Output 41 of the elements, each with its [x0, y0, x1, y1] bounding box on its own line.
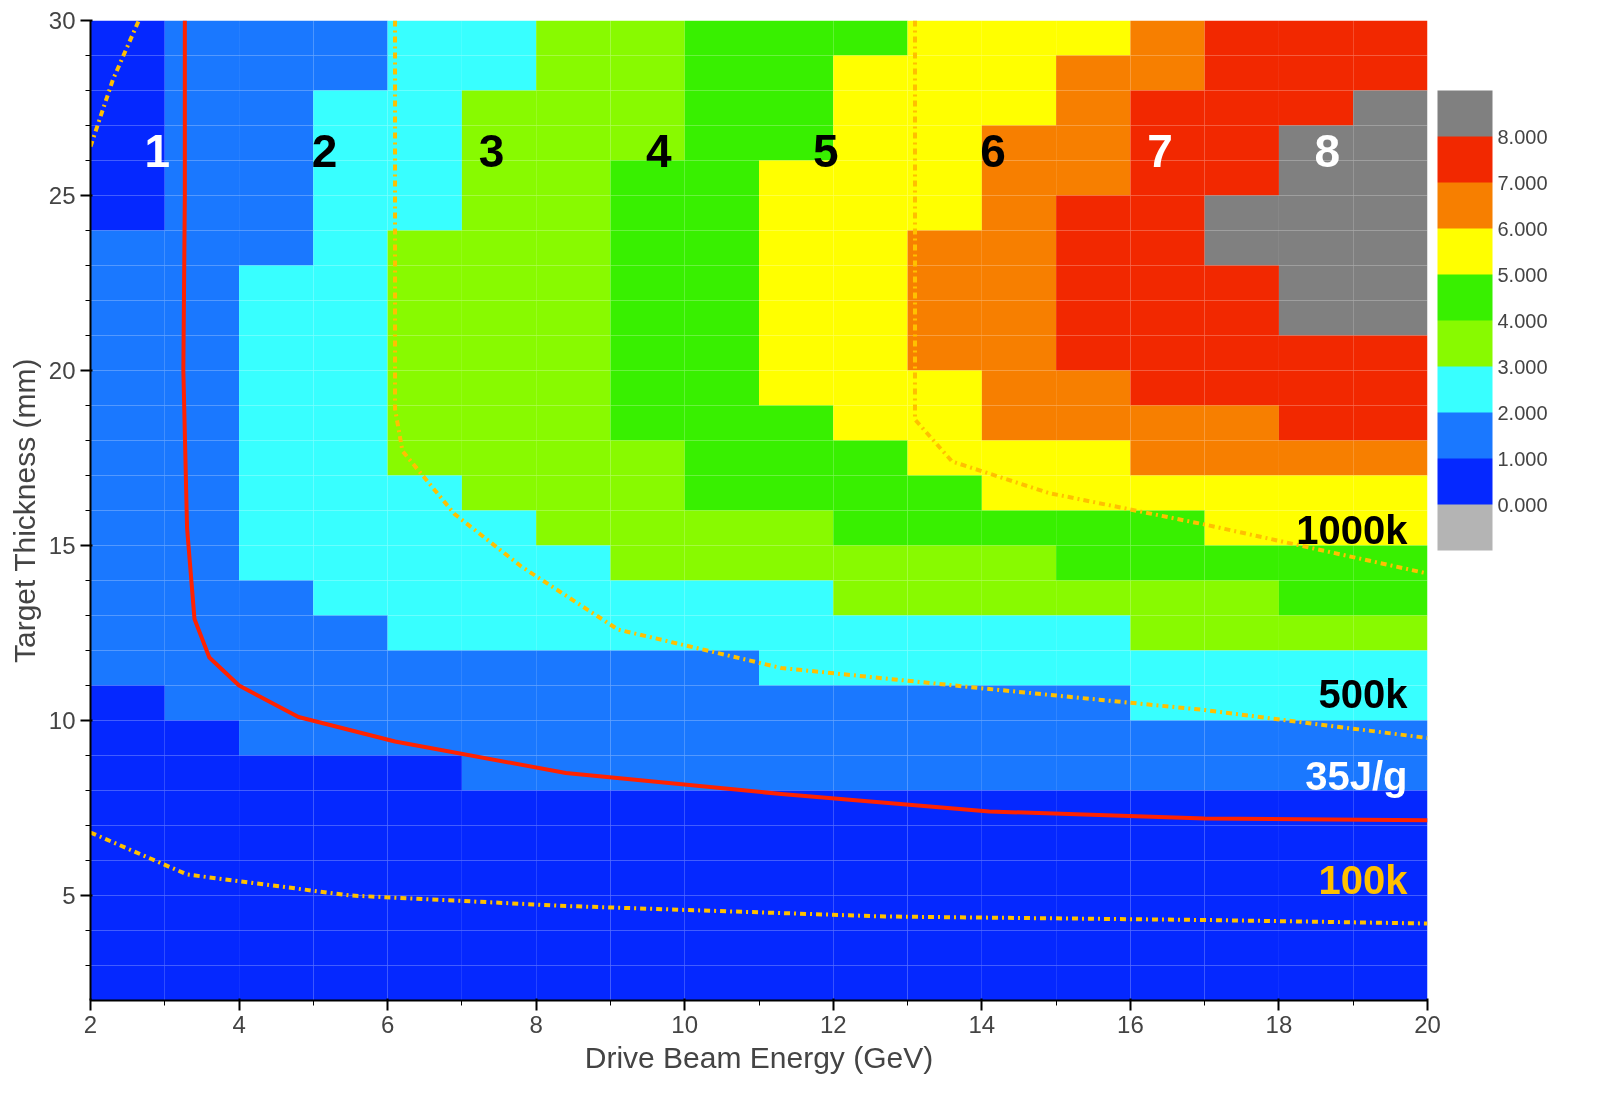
x-tick-label: 16: [1117, 1010, 1144, 1038]
x-axis-title: Drive Beam Energy (GeV): [584, 1040, 934, 1074]
x-tick-label: 10: [671, 1010, 699, 1038]
color-bar-label: 4.000: [1497, 309, 1548, 332]
x-tick-label: 20: [1414, 1010, 1441, 1038]
x-tick-label: 18: [1265, 1010, 1293, 1038]
series-label: 35J/g: [1305, 754, 1408, 799]
annotation: 1: [144, 124, 171, 177]
x-tick-label: 2: [83, 1010, 98, 1038]
annotation: 4: [645, 124, 672, 177]
x-tick-label: 6: [380, 1010, 395, 1038]
y-tick-label: 30: [48, 7, 76, 34]
y-tick-label: 15: [48, 532, 76, 559]
x-tick-label: 12: [819, 1010, 847, 1038]
color-bar-label: 0.000: [1497, 493, 1548, 516]
annotation: 7: [1147, 124, 1173, 177]
color-bar-label: 5.000: [1497, 263, 1548, 286]
x-tick-label: 14: [968, 1010, 996, 1038]
y-tick-label: 5: [62, 882, 76, 909]
color-bar-label: 7.000: [1497, 171, 1548, 194]
x-tick-label: 4: [232, 1010, 246, 1038]
line-series: [393, 20, 1428, 740]
annotation: 6: [980, 124, 1006, 177]
y-tick-label: 25: [48, 182, 76, 209]
series-label: 1000k: [1296, 507, 1409, 552]
y-axis-title: Target Thickness (mm): [7, 358, 41, 664]
y-tick-label: 10: [48, 707, 76, 734]
annotation: 3: [478, 124, 505, 177]
x-tick-label: 8: [529, 1010, 543, 1038]
line-series: [90, 830, 1428, 926]
annotation: 2: [311, 124, 338, 177]
line-series: [181, 20, 1428, 823]
series-label: 100k: [1318, 857, 1409, 902]
y-tick-label: 20: [48, 357, 76, 384]
color-bar-label: 8.000: [1497, 125, 1548, 148]
color-bar-label: 6.000: [1497, 217, 1548, 240]
series-label: 500k: [1318, 672, 1409, 716]
color-bar-label: 3.000: [1497, 355, 1548, 378]
color-bar-label: 1.000: [1497, 447, 1548, 470]
annotation: 8: [1314, 124, 1341, 177]
color-bar-label: 2.000: [1497, 401, 1548, 424]
